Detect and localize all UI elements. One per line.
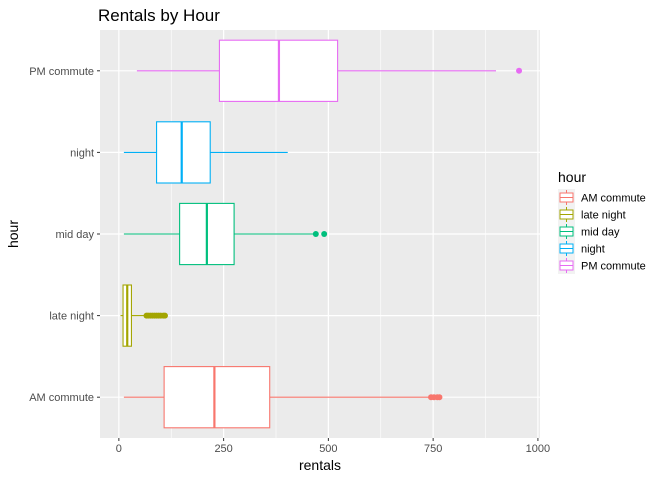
box-mid-day bbox=[123, 202, 328, 266]
x-tick-label: 500 bbox=[319, 443, 337, 455]
y-tick-label: PM commute bbox=[29, 66, 94, 78]
x-tick-label: 250 bbox=[214, 443, 232, 455]
legend-label: mid day bbox=[581, 227, 620, 239]
box-late-night bbox=[120, 284, 168, 347]
legend-label: late night bbox=[581, 210, 626, 222]
outlier-point bbox=[516, 67, 523, 74]
x-tick-label: 0 bbox=[116, 443, 122, 455]
outlier-point bbox=[321, 231, 328, 237]
y-tick-label: AM commute bbox=[29, 392, 94, 404]
x-axis-title: rentals bbox=[299, 457, 341, 473]
y-tick-label: late night bbox=[49, 311, 94, 323]
outlier-point bbox=[436, 394, 443, 401]
legend-item: night bbox=[558, 240, 605, 257]
chart-title: Rentals by Hour bbox=[98, 6, 220, 25]
outlier-point bbox=[161, 312, 168, 319]
legend-label: AM commute bbox=[581, 193, 646, 205]
box-am-commute bbox=[123, 366, 443, 429]
x-axis-ticks: 0 250 500 750 1000 bbox=[116, 438, 550, 455]
legend-item: late night bbox=[558, 206, 626, 223]
legend-item: mid day bbox=[558, 223, 620, 240]
box-night bbox=[123, 121, 288, 184]
legend-title: hour bbox=[558, 169, 586, 185]
outlier-point bbox=[312, 231, 319, 237]
legend-item: PM commute bbox=[558, 257, 646, 274]
legend: hour AM commute late night mid day night PM … bbox=[558, 169, 646, 274]
box-pm-commute bbox=[136, 39, 523, 102]
box-iqr bbox=[163, 366, 271, 429]
box-layer bbox=[120, 39, 523, 429]
legend-item: AM commute bbox=[558, 189, 646, 206]
y-tick-label: night bbox=[70, 147, 94, 159]
legend-label: night bbox=[581, 244, 605, 256]
y-axis-ticks: AM commute late night mid day night PM commu… bbox=[29, 66, 100, 404]
y-tick-label: mid day bbox=[55, 229, 94, 241]
box-iqr bbox=[156, 121, 211, 184]
x-tick-label: 750 bbox=[424, 443, 442, 455]
y-axis-title: hour bbox=[5, 220, 21, 248]
x-tick-label: 1000 bbox=[526, 443, 550, 455]
legend-label: PM commute bbox=[581, 261, 646, 273]
